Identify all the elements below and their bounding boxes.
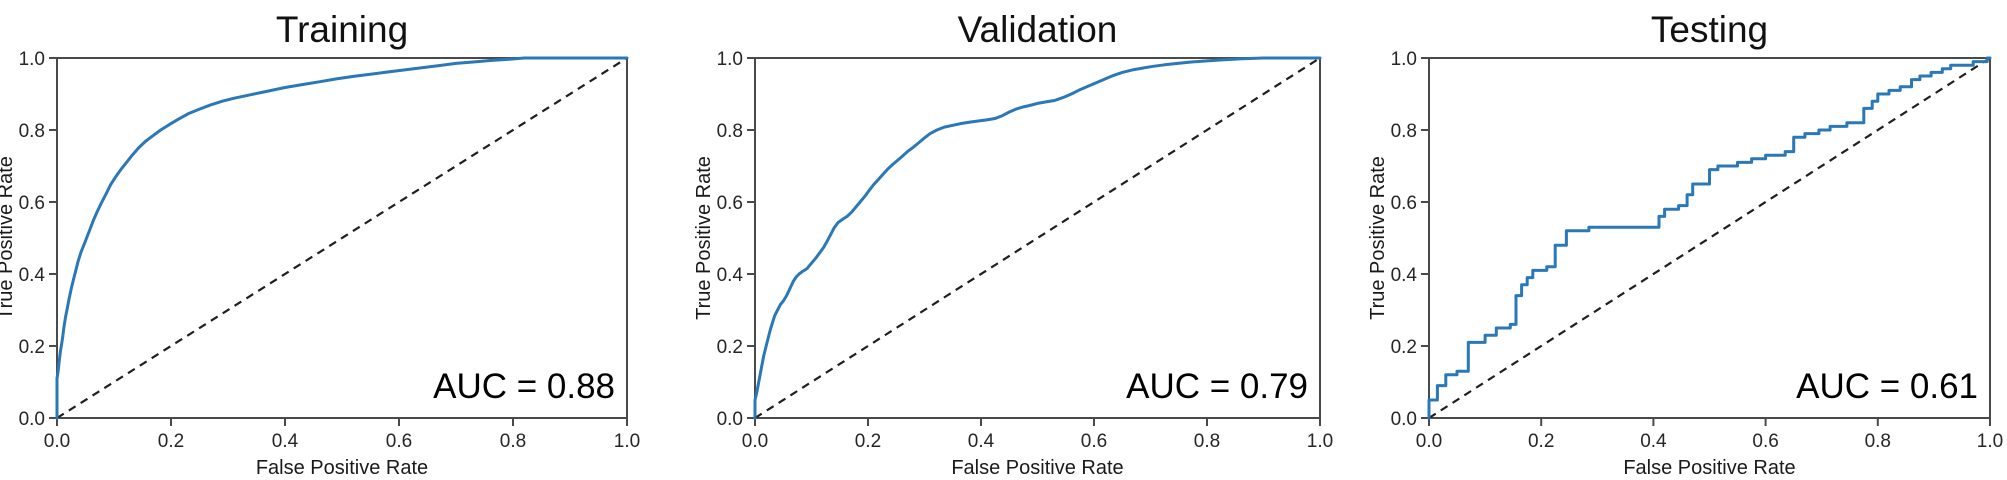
y-tick-label: 0.4 — [717, 265, 744, 286]
chance-diagonal-line — [754, 57, 1321, 419]
roc-curve-line — [753, 56, 1322, 420]
plot-frame — [754, 57, 1321, 419]
plot-frame — [1428, 57, 1991, 419]
roc-curve-line — [1427, 56, 1992, 420]
x-tick-label: 0.2 — [855, 431, 881, 452]
x-tick-label: 0.8 — [500, 431, 526, 452]
auc-annotation: AUC = 0.88 — [433, 367, 615, 406]
x-tick-label: 0.6 — [1081, 431, 1107, 452]
x-tick-label: 0.2 — [1528, 431, 1554, 452]
y-tick-label: 0.8 — [717, 121, 743, 142]
y-tick-label: 0.0 — [19, 409, 45, 430]
x-tick-label: 0.8 — [1865, 431, 1891, 452]
y-tick-label: 0.0 — [717, 409, 743, 430]
x-axis-label: False Positive Rate — [1623, 457, 1795, 479]
chart-title: Testing — [1651, 9, 1768, 50]
y-axis-label: True Positive Rate — [1367, 156, 1389, 320]
y-tick-label: 0.2 — [717, 337, 743, 358]
x-axis-label: False Positive Rate — [951, 457, 1123, 479]
y-tick-label: 0.6 — [717, 193, 743, 214]
y-tick-label: 0.4 — [1391, 265, 1418, 286]
y-tick-label: 0.8 — [19, 121, 45, 142]
roc-curve-line — [55, 56, 629, 420]
chart-title: Validation — [958, 9, 1118, 50]
y-tick-label: 1.0 — [717, 49, 743, 70]
x-tick-label: 0.6 — [1752, 431, 1778, 452]
x-tick-label: 0.4 — [1640, 431, 1667, 452]
chance-diagonal-line — [56, 57, 628, 419]
x-tick-label: 0.0 — [44, 431, 70, 452]
y-axis-label: True Positive Rate — [693, 156, 715, 320]
roc-panel-training: 0.0 0.2 0.4 0.6 0.8 1.0 0.0 0.2 0.4 0.6 0.8 1.0 Trai… — [0, 9, 640, 479]
y-tick-label: 0.6 — [19, 193, 45, 214]
x-tick-label: 1.0 — [1307, 431, 1333, 452]
y-tick-label: 0.2 — [1391, 337, 1417, 358]
x-tick-label: 1.0 — [1977, 431, 2003, 452]
roc-panel-validation: 0.0 0.2 0.4 0.6 0.8 1.0 0.0 0.2 0.4 0.6 0.8 1.0 Vali… — [693, 9, 1333, 479]
chart-title: Training — [276, 9, 408, 50]
y-axis-label: True Positive Rate — [0, 156, 17, 320]
x-tick-label: 0.4 — [272, 431, 299, 452]
x-tick-label: 0.6 — [386, 431, 412, 452]
plot-frame — [56, 57, 628, 419]
y-tick-label: 0.0 — [1391, 409, 1417, 430]
x-axis-label: False Positive Rate — [256, 457, 428, 479]
y-tick-label: 0.8 — [1391, 121, 1417, 142]
x-tick-label: 0.0 — [1416, 431, 1442, 452]
y-tick-label: 0.6 — [1391, 193, 1417, 214]
x-tick-label: 0.2 — [158, 431, 184, 452]
x-tick-label: 0.0 — [742, 431, 768, 452]
chance-diagonal-line — [1428, 57, 1991, 419]
x-tick-label: 0.4 — [968, 431, 995, 452]
y-tick-label: 0.4 — [19, 265, 46, 286]
y-tick-label: 1.0 — [1391, 49, 1417, 70]
x-tick-label: 0.8 — [1194, 431, 1220, 452]
y-tick-label: 0.2 — [19, 337, 45, 358]
x-tick-label: 1.0 — [614, 431, 640, 452]
roc-panel-testing: 0.0 0.2 0.4 0.6 0.8 1.0 0.0 0.2 0.4 0.6 0.8 1.0 Test… — [1367, 9, 2003, 479]
y-tick-label: 1.0 — [19, 49, 45, 70]
auc-annotation: AUC = 0.61 — [1796, 367, 1978, 406]
auc-annotation: AUC = 0.79 — [1126, 367, 1308, 406]
